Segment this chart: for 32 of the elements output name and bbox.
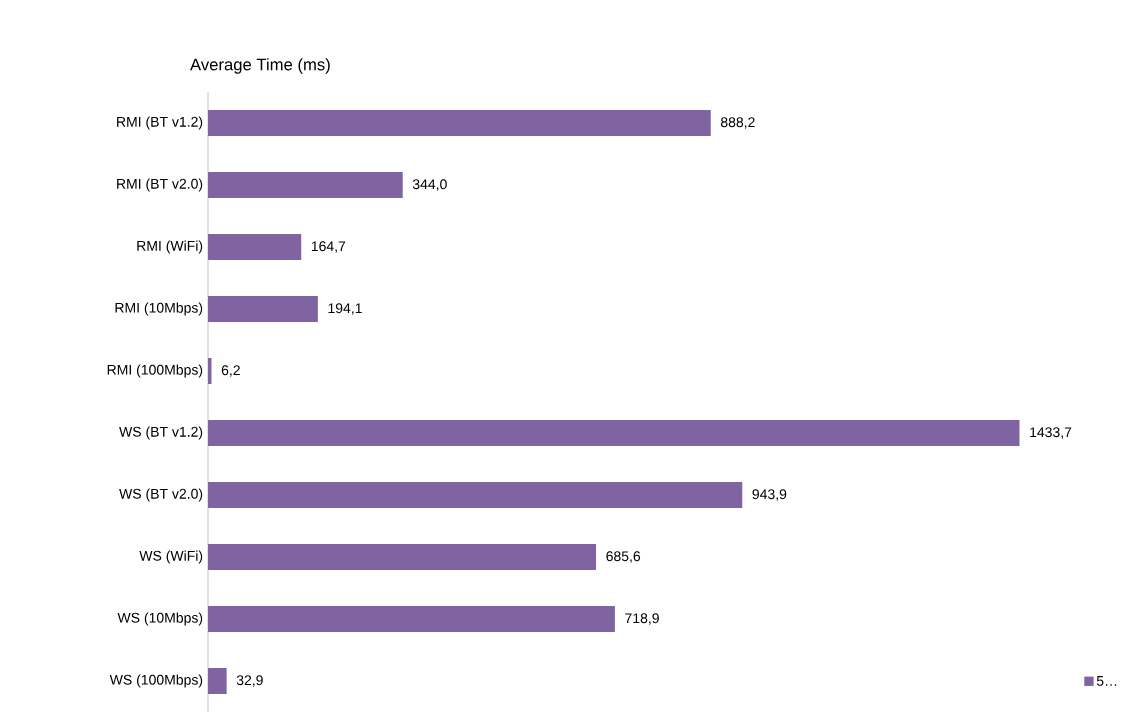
bar xyxy=(208,668,227,694)
data-label: 943,9 xyxy=(752,489,787,501)
data-label: 164,7 xyxy=(311,241,346,253)
y-tick-label: WS (WiFi) xyxy=(139,550,203,564)
y-tick-label: RMI (10Mbps) xyxy=(115,302,203,316)
legend-label: 5… xyxy=(1096,676,1117,686)
bar xyxy=(208,234,302,261)
y-tick-label: WS (BT v1.2) xyxy=(119,426,203,440)
chart-title: Average Time (ms) xyxy=(190,58,330,74)
bar xyxy=(208,358,212,384)
data-label: 888,2 xyxy=(720,117,755,129)
data-label: 685,6 xyxy=(606,551,641,563)
data-label: 194,1 xyxy=(328,303,362,315)
bar xyxy=(208,110,711,136)
data-label: 718,9 xyxy=(625,613,659,625)
data-label: 32,9 xyxy=(236,675,263,687)
y-tick-label: WS (100Mbps) xyxy=(109,674,203,688)
y-tick-label: WS (10Mbps) xyxy=(117,612,203,626)
bar xyxy=(208,420,1020,446)
y-tick-label: RMI (100Mbps) xyxy=(107,364,203,378)
data-label: 1433,7 xyxy=(1030,427,1072,439)
y-tick-label: WS (BT v2.0) xyxy=(119,488,203,502)
y-tick-label: RMI (WiFi) xyxy=(137,240,203,254)
data-label: 6,2 xyxy=(221,365,240,377)
bar xyxy=(208,172,403,198)
data-label: 344,0 xyxy=(412,179,447,191)
bar xyxy=(208,544,597,571)
bar xyxy=(208,296,318,322)
bar xyxy=(208,606,615,632)
y-tick-label: RMI (BT v2.0) xyxy=(117,178,203,192)
bar xyxy=(208,482,743,508)
y-tick-label: RMI (BT v1.2) xyxy=(117,116,203,130)
